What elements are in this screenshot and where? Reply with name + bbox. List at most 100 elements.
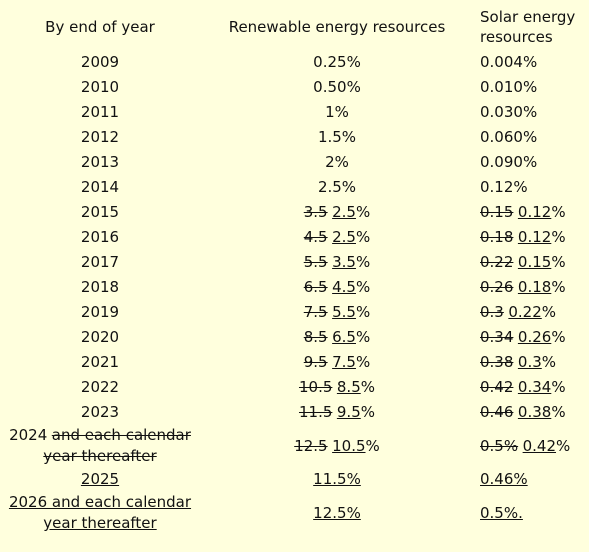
header-row: By end of year Renewable energy resource… — [0, 4, 589, 50]
cell-text: 2.5 — [332, 203, 356, 221]
cell-text: 0.004% — [480, 53, 538, 71]
cell-text: 0.3 — [517, 353, 542, 371]
cell-text: 3.5 — [332, 253, 356, 271]
cell-text: 0.18 — [480, 228, 514, 246]
cell-text: 0.030% — [480, 103, 538, 121]
cell-text: 0.25% — [313, 53, 361, 71]
cell-text: 2014 — [80, 178, 120, 196]
cell-text: 0.34 — [517, 378, 552, 396]
cell-text: 0.50% — [313, 78, 361, 96]
cell-text: 2020 — [80, 328, 120, 346]
table-row: 2016 4.5 2.5% 0.18 0.12% — [0, 225, 589, 250]
cell-text: 2012 — [80, 128, 120, 146]
cell-text: % — [355, 228, 371, 246]
cell-text: % — [355, 278, 371, 296]
table-cell: 0.50% — [200, 75, 474, 100]
table-cell: 2013 — [0, 150, 200, 175]
table-cell: 0.34 0.26% — [474, 325, 589, 350]
page: By end of year Renewable energy resource… — [0, 4, 589, 552]
table-cell: 2022 — [0, 375, 200, 400]
table-cell: 2.5% — [200, 175, 474, 200]
table-cell: 8.5 6.5% — [200, 325, 474, 350]
table-cell: 6.5 4.5% — [200, 275, 474, 300]
table-cell: 0.004% — [474, 50, 589, 75]
table-cell: 2011 — [0, 100, 200, 125]
table-cell: 9.5 7.5% — [200, 350, 474, 375]
cell-text: 0.46% — [480, 470, 528, 488]
cell-text: % — [551, 328, 566, 346]
cell-text: % — [556, 436, 571, 455]
cell-text: 12.5 — [294, 436, 328, 455]
table-row: 2024 and each calendar year thereafter 12.… — [0, 425, 589, 467]
cell-text: 2021 — [80, 353, 120, 371]
cell-text: 0.22 — [480, 253, 514, 271]
table-row: 2015 3.5 2.5% 0.15 0.12% — [0, 200, 589, 225]
cell-text: 5.5 — [332, 303, 356, 321]
cell-text: 7.5 — [303, 303, 328, 321]
table-row: 2010 0.50% 0.010% — [0, 75, 589, 100]
cell-text: 9.5 — [336, 403, 361, 421]
cell-text: 11.5 — [298, 403, 333, 421]
table-cell: 10.5 8.5% — [200, 375, 474, 400]
cell-text: 2025 — [80, 470, 120, 488]
table-cell: 0.060% — [474, 125, 589, 150]
cell-text: 0.15 — [480, 203, 514, 221]
cell-text: 2022 — [80, 378, 120, 396]
cell-text: 0.26 — [517, 328, 552, 346]
cell-text: % — [355, 253, 371, 271]
table-cell: 7.5 5.5% — [200, 300, 474, 325]
table-cell: 0.5%. — [474, 492, 589, 534]
table-cell: 2026 and each calendar year thereafter — [0, 492, 200, 534]
cell-text: 2017 — [80, 253, 120, 271]
cell-text: 2016 — [80, 228, 120, 246]
cell-text: 2% — [325, 153, 349, 171]
cell-text: 0.42 — [522, 436, 557, 455]
cell-text: 2018 — [80, 278, 120, 296]
table-cell: 2025 — [0, 467, 200, 492]
table-row: 2020 8.5 6.5% 0.34 0.26% — [0, 325, 589, 350]
cell-text: 0.22 — [508, 303, 542, 321]
table: By end of year Renewable energy resource… — [0, 4, 589, 534]
cell-text: 0.3 — [480, 303, 504, 321]
cell-text: % — [355, 203, 371, 221]
cell-text: 0.12 — [517, 203, 552, 221]
table-row: 2014 2.5% 0.12% — [0, 175, 589, 200]
table-row: 2012 1.5% 0.060% — [0, 125, 589, 150]
table-cell: 11.5 9.5% — [200, 400, 474, 425]
cell-text: % — [355, 303, 371, 321]
cell-text: % — [551, 253, 566, 271]
table-cell: 1% — [200, 100, 474, 125]
cell-text: 0.060% — [480, 128, 538, 146]
table-cell: 2014 — [0, 175, 200, 200]
table-cell: 0.3 0.22% — [474, 300, 589, 325]
cell-text: 0.38 — [480, 353, 514, 371]
table-row: 2021 9.5 7.5% 0.38 0.3% — [0, 350, 589, 375]
table-body: 2009 0.25% 0.004% 2010 0.50% 0.010% 2011 1% 0.03… — [0, 50, 589, 534]
table-cell: 2023 — [0, 400, 200, 425]
cell-text: % — [355, 328, 371, 346]
cell-text: 0.15 — [517, 253, 552, 271]
header-cell: Renewable energy resources — [228, 18, 446, 36]
cell-text: 9.5 — [303, 353, 328, 371]
cell-text: % — [360, 378, 376, 396]
cell-text: 0.090% — [480, 153, 538, 171]
table-cell: 0.42 0.34% — [474, 375, 589, 400]
table-row: 2019 7.5 5.5% 0.3 0.22% — [0, 300, 589, 325]
cell-text: 1.5% — [317, 128, 357, 146]
table-row: 2018 6.5 4.5% 0.26 0.18% — [0, 275, 589, 300]
table-cell: 2009 — [0, 50, 200, 75]
cell-text: % — [551, 228, 566, 246]
table-cell: 2019 — [0, 300, 200, 325]
cell-text: 1% — [325, 103, 349, 121]
cell-text: 2011 — [80, 103, 120, 121]
cell-text: % — [365, 436, 380, 455]
table-cell: 0.18 0.12% — [474, 225, 589, 250]
table-cell: 3.5 2.5% — [200, 200, 474, 225]
table-header: By end of year Renewable energy resource… — [0, 4, 589, 50]
table-cell: 2020 — [0, 325, 200, 350]
table-row: 2013 2% 0.090% — [0, 150, 589, 175]
table-cell: 1.5% — [200, 125, 474, 150]
cell-text: 0.010% — [480, 78, 538, 96]
cell-text: 3.5 — [303, 203, 328, 221]
cell-text: 12.5% — [313, 503, 361, 522]
